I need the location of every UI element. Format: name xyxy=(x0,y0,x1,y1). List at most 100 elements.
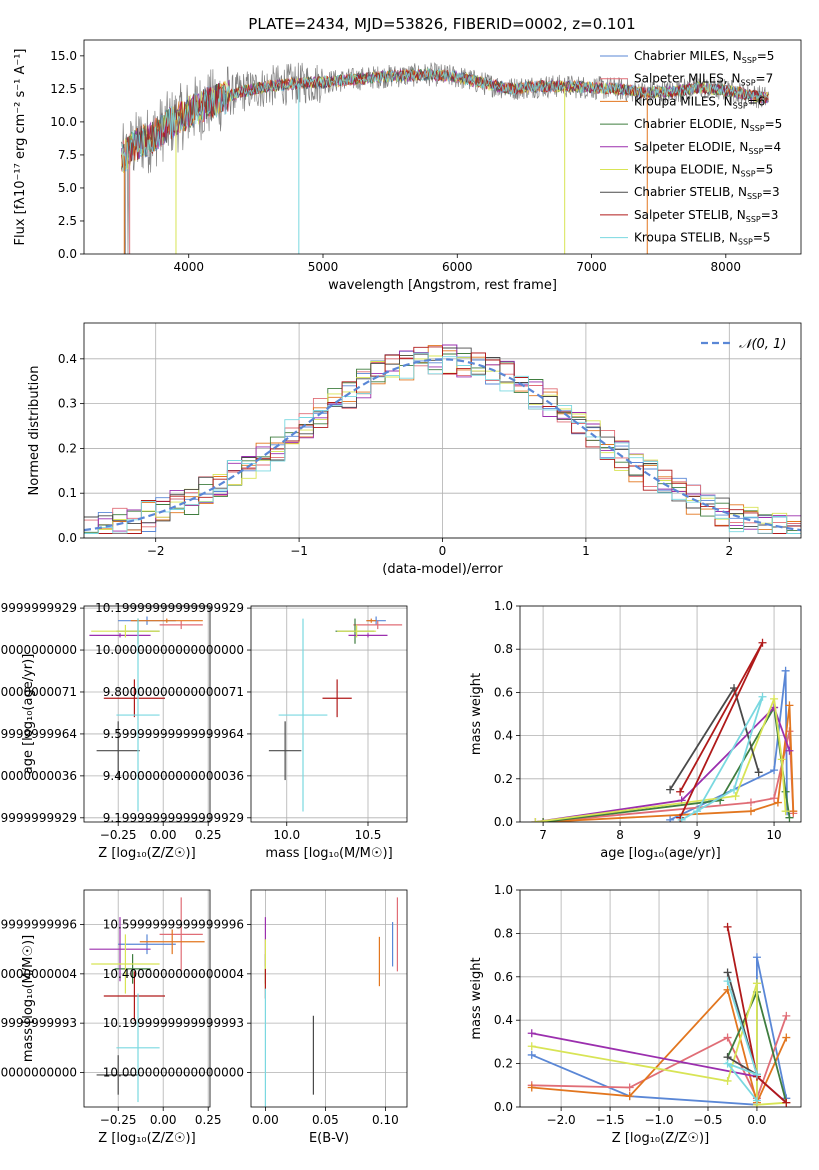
weight-marker xyxy=(758,638,767,647)
y-tick-label: 10.0000000000000000 xyxy=(103,1065,244,1079)
weight-marker xyxy=(782,1011,791,1020)
mass-vs-Z-ylabel: mass [log₁₀(M/M☉)] xyxy=(21,935,36,1062)
normal-curve xyxy=(84,358,801,532)
y-tick-label: 10.0 xyxy=(50,115,77,129)
spectrum-axes: 4000 5000 6000 7000 8000 0.0 2.5 5.0 7.5 10.0 12.5… xyxy=(50,49,741,274)
weight-marker xyxy=(785,701,794,710)
x-tick-label: 5000 xyxy=(308,260,339,274)
weight-marker xyxy=(723,1076,732,1085)
y-tick-label: 0.4 xyxy=(58,352,77,366)
weight-marker xyxy=(723,1033,732,1042)
y-tick-label: 9.19999999999999929 xyxy=(103,811,244,825)
weight-marker xyxy=(789,807,798,816)
legend-label: Kroupa ELODIE, NSSP=5 xyxy=(634,163,773,179)
weight-line xyxy=(681,696,764,821)
y-tick-label: 9.80000000000000071 xyxy=(0,685,77,699)
x-tick-label: 9 xyxy=(693,828,701,842)
x-tick-label: −2 xyxy=(147,544,165,558)
weight-marker xyxy=(754,768,763,777)
y-tick-label: 10.4000000000000004 xyxy=(0,967,77,981)
weight-line xyxy=(535,705,791,822)
spectrum-frame xyxy=(83,39,802,255)
weight-marker xyxy=(752,1070,761,1079)
legend-label: Kroupa STELIB, NSSP=5 xyxy=(634,231,771,247)
y-tick-label: 10.5999999999999996 xyxy=(103,918,244,932)
y-tick-label: 10.19999999999999929 xyxy=(95,601,244,615)
histogram-line xyxy=(84,352,801,534)
weight-marker xyxy=(752,979,761,988)
mass-vs-Z-xlabel: Z [log₁₀(Z/Z☉)] xyxy=(98,1131,195,1146)
x-tick-label: −0.5 xyxy=(693,1113,722,1127)
spectrum-lines xyxy=(121,62,770,254)
weight-marker xyxy=(730,785,739,794)
mass-vs-Z-axes: −0.25 0.00 0.25 10.0000000000000000 10.19999… xyxy=(0,890,222,1127)
y-tick-label: 0.8 xyxy=(494,926,513,940)
residuals-ylabel: Normed distribution xyxy=(27,366,42,496)
x-tick-label: 0 xyxy=(439,544,447,558)
weight-marker xyxy=(781,666,790,675)
age-vs-Z-frame xyxy=(83,605,211,823)
y-tick-label: 5.0 xyxy=(58,181,77,195)
spectrum-legend: Chabrier MILES, NSSP=5 Salpeter MILES, NS… xyxy=(600,49,782,247)
x-tick-label: 1 xyxy=(582,544,590,558)
x-tick-label: −2.0 xyxy=(547,1113,576,1127)
x-tick-label: 0.00 xyxy=(150,1113,177,1127)
weight-marker xyxy=(531,818,540,822)
x-tick-label: −1.0 xyxy=(644,1113,673,1127)
weight-marker xyxy=(773,798,782,807)
weight-marker xyxy=(746,807,755,816)
weight-marker xyxy=(752,953,761,962)
y-tick-label: 9.40000000000000036 xyxy=(0,769,77,783)
weight-marker xyxy=(758,692,767,701)
y-tick-label: 10.0000000000000000 xyxy=(0,1065,77,1079)
x-tick-label: 8000 xyxy=(711,260,742,274)
x-tick-label: 0.0 xyxy=(747,1113,766,1127)
y-tick-label: 0.3 xyxy=(58,397,77,411)
age-vs-Z-axes: −0.25 0.00 0.25 9.19999999999999929 9.400000… xyxy=(0,601,222,842)
x-tick-label: −1 xyxy=(290,544,308,558)
weight-marker xyxy=(781,787,790,796)
y-tick-label: 9.80000000000000071 xyxy=(103,685,244,699)
weight-marker xyxy=(785,813,794,822)
y-tick-label: 9.59999999999999964 xyxy=(0,727,77,741)
residuals-xlabel: (data-model)/error xyxy=(382,562,503,577)
weight-marker xyxy=(777,755,786,764)
weight-marker xyxy=(539,818,548,822)
weight-marker xyxy=(770,766,779,775)
x-tick-label: 10.5 xyxy=(355,828,382,842)
weight-marker xyxy=(625,1083,634,1092)
x-tick-label: 10 xyxy=(766,828,781,842)
residuals-frame xyxy=(83,322,802,539)
y-tick-label: 10.1999999999999993 xyxy=(103,1016,244,1030)
age-vs-mass-xlabel: mass [log₁₀(M/M☉)] xyxy=(265,846,392,861)
mass-vs-EBV-xlabel: E(B-V) xyxy=(309,1131,349,1146)
histogram-line xyxy=(84,346,801,534)
weight-vs-Z-ylabel: mass weight xyxy=(469,957,484,1039)
weight-marker xyxy=(723,968,732,977)
weight-marker xyxy=(693,807,702,816)
y-tick-label: 1.0 xyxy=(494,599,513,613)
y-tick-label: 10.00000000000000000 xyxy=(0,643,77,657)
y-tick-label: 0.4 xyxy=(494,729,513,743)
mass-vs-Z-frame xyxy=(83,889,211,1108)
y-tick-label: 7.5 xyxy=(58,148,77,162)
legend-label: Salpeter STELIB, NSSP=3 xyxy=(634,208,778,224)
histogram-steps xyxy=(84,344,801,534)
y-tick-label: 0.1 xyxy=(58,486,77,500)
x-tick-label: 8 xyxy=(616,828,624,842)
legend-label: Chabrier MILES, NSSP=5 xyxy=(634,49,774,65)
mass-vs-EBV-axes: 0.00 0.05 0.10 10.0000000000000000 10.199999… xyxy=(103,890,407,1127)
y-tick-label: 1.0 xyxy=(494,883,513,897)
weight-vs-Z-axes: −2.0 −1.5 −1.0 −0.5 0.0 0.0 0.2 0.4 0.6 0.8 1.0 xyxy=(494,883,801,1127)
weight-marker xyxy=(527,1083,536,1092)
y-tick-label: 0.8 xyxy=(494,642,513,656)
y-tick-label: 0.0 xyxy=(494,815,513,829)
data-spectrum-line xyxy=(121,62,770,254)
weight-marker xyxy=(527,1042,536,1051)
age-vs-Z-xlabel: Z [log₁₀(Z/Z☉)] xyxy=(98,846,195,861)
legend-label: Chabrier STELIB, NSSP=3 xyxy=(634,185,780,201)
weight-marker xyxy=(676,787,685,796)
age-vs-Z-points xyxy=(89,616,203,812)
weight-marker xyxy=(723,1059,732,1068)
model-spectrum-line xyxy=(121,68,769,172)
